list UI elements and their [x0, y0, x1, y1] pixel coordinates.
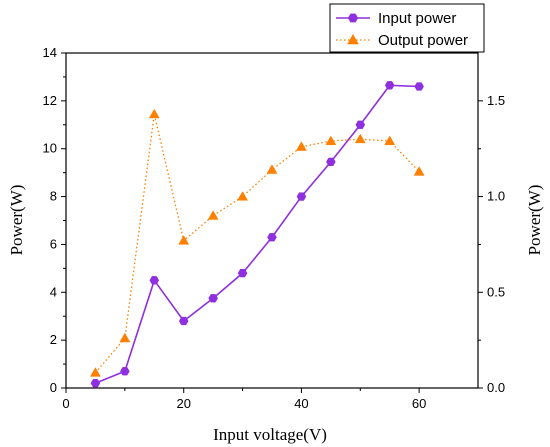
- data-point: [326, 157, 336, 167]
- y-left-tick-label: 6: [50, 236, 57, 251]
- data-point: [266, 164, 278, 174]
- data-point: [89, 367, 101, 377]
- data-point: [325, 135, 337, 146]
- legend: Input power Output power: [329, 3, 485, 53]
- y-left-tick-label: 0: [50, 380, 57, 395]
- data-point: [178, 316, 189, 326]
- legend-marker: [347, 33, 359, 45]
- series-line: [94, 114, 420, 374]
- series-output-power: [89, 108, 425, 377]
- y-right-tick-label: 0.0: [487, 380, 505, 395]
- data-point: [148, 108, 160, 119]
- data-point: [178, 235, 190, 245]
- plot-frame: [65, 52, 479, 389]
- axes: 0 20 40 60 0 2 4 6 8 10 12 14 0.0 0.5 1.0 1.5: [43, 45, 506, 411]
- x-tick-label: 20: [176, 396, 190, 411]
- data-point: [120, 367, 130, 376]
- x-tick-label: 0: [62, 396, 69, 411]
- y-left-tick-label: 2: [50, 332, 57, 347]
- data-point: [295, 141, 307, 151]
- legend-label: Output power: [378, 32, 468, 49]
- data-point: [237, 191, 249, 201]
- y-right-tick-label: 0.5: [487, 284, 505, 299]
- data-point: [384, 135, 396, 146]
- data-point: [355, 120, 366, 129]
- data-point: [384, 81, 395, 90]
- y-left-tick-label: 14: [43, 45, 57, 60]
- x-tick-label: 40: [294, 396, 308, 411]
- data-point: [413, 166, 425, 176]
- data-point: [119, 332, 131, 343]
- series-input-power: [90, 81, 424, 388]
- x-axis-title: Input voltage(V): [213, 425, 327, 444]
- data-point: [267, 233, 277, 242]
- x-tick-label: 60: [412, 396, 426, 411]
- series-layer: [89, 81, 425, 388]
- y-right-tick-label: 1.5: [487, 93, 505, 108]
- data-point: [208, 294, 218, 303]
- y-left-tick-label: 4: [50, 284, 57, 299]
- data-point: [354, 133, 366, 144]
- y-left-tick-label: 12: [43, 93, 57, 108]
- data-point: [149, 276, 160, 285]
- legend-label: Input power: [378, 10, 456, 27]
- y-axis-left-title: Power(W): [7, 185, 26, 256]
- data-point: [207, 210, 219, 220]
- series-line: [95, 84, 420, 384]
- data-point: [414, 82, 424, 91]
- data-point: [296, 192, 307, 201]
- legend-marker: [347, 13, 359, 23]
- data-point: [90, 379, 101, 388]
- y-left-tick-label: 8: [50, 189, 57, 204]
- y-right-tick-label: 1.0: [487, 189, 505, 204]
- y-axis-right-title: Power(W): [525, 185, 544, 256]
- data-point: [237, 269, 248, 278]
- y-left-tick-label: 10: [43, 141, 57, 156]
